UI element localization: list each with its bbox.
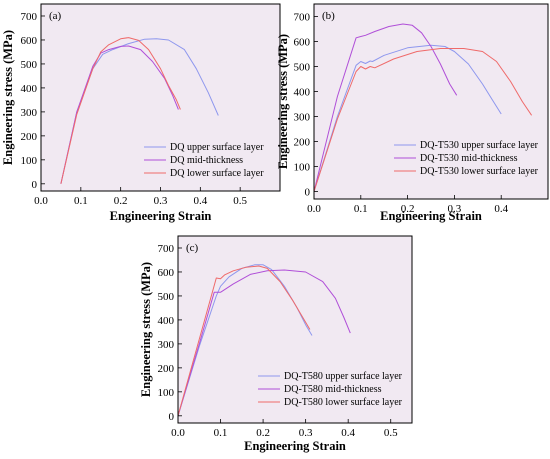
- legend-entry: DQ upper surface layer: [170, 142, 264, 153]
- x-tick-label: 0.0: [171, 427, 185, 439]
- legend-entry: DQ-T530 lower surface layer: [420, 166, 539, 177]
- legend-entry: DQ lower surface layer: [170, 168, 264, 179]
- x-tick-label: 0.5: [233, 195, 247, 207]
- y-tick-label: 0: [32, 179, 38, 191]
- plot-background: [178, 236, 412, 423]
- series-line-1: [313, 44, 502, 192]
- x-tick-label: 0.2: [401, 203, 415, 215]
- x-tick-label: 0.1: [214, 427, 228, 439]
- legend-entry: DQ-T580 mid-thickness: [284, 384, 382, 395]
- legend-entry: DQ-T530 upper surface layer: [420, 140, 539, 151]
- x-tick-label: 0.4: [193, 195, 207, 207]
- legend-entry: DQ-T580 upper surface layer: [284, 371, 403, 382]
- y-tick-label: 700: [158, 243, 175, 255]
- y-axis-label: Engineering stress (MPa): [1, 30, 15, 165]
- y-axis-label: Engineering stress (MPa): [276, 34, 290, 169]
- plot-background: [41, 4, 280, 191]
- y-tick-label: 500: [158, 291, 175, 303]
- y-tick-label: 0: [169, 411, 175, 423]
- y-tick-label: 400: [158, 315, 175, 327]
- x-tick-label: 0.3: [154, 195, 168, 207]
- series-line-3: [313, 48, 533, 192]
- series-line-2: [313, 23, 458, 192]
- chart-panel-3: 0.0 0.1 0.2 0.3 0.4 0.5 0 100 200 300 400 500 600 700…: [139, 235, 413, 453]
- x-tick-label: 0.3: [299, 427, 313, 439]
- x-axis-label: Engineering Strain: [244, 439, 346, 453]
- y-tick-label: 400: [294, 87, 311, 99]
- y-tick-label: 500: [21, 59, 38, 71]
- y-tick-label: 100: [294, 162, 311, 174]
- x-tick-label: 0.5: [384, 427, 398, 439]
- x-tick-label: 0.0: [307, 203, 321, 215]
- y-tick-label: 200: [21, 131, 38, 143]
- y-tick-label: 300: [21, 107, 38, 119]
- panel-label: (b): [322, 10, 335, 22]
- x-tick-label: 0.4: [341, 427, 355, 439]
- y-tick-label: 600: [294, 37, 311, 49]
- x-tick-label: 0.2: [256, 427, 270, 439]
- y-tick-label: 0: [305, 187, 311, 199]
- y-tick-label: 300: [294, 112, 311, 124]
- panel-label: (c): [186, 242, 199, 254]
- x-tick-label: 0.4: [494, 203, 508, 215]
- legend-entry: DQ-T580 lower surface layer: [284, 397, 403, 408]
- chart-panel-1: 0.0 0.1 0.2 0.3 0.4 0.5 0 100 200 300 400 500 600 700…: [1, 3, 281, 223]
- y-tick-label: 500: [294, 62, 311, 74]
- plot-frame: [313, 3, 549, 200]
- panel-label: (a): [49, 10, 62, 22]
- series-line-3: [177, 265, 311, 416]
- y-tick-label: 600: [158, 267, 175, 279]
- y-tick-label: 700: [21, 11, 38, 23]
- y-tick-label: 200: [294, 137, 311, 149]
- y-tick-label: 100: [158, 387, 175, 399]
- series-line-3: [60, 37, 181, 184]
- x-axis-label: Engineering Strain: [110, 209, 212, 223]
- series-line-2: [60, 45, 179, 184]
- plot-frame: [177, 235, 413, 424]
- legend-entry: DQ mid-thickness: [170, 155, 243, 166]
- x-axis-label: Engineering Strain: [380, 209, 482, 223]
- series-line-2: [177, 269, 351, 416]
- y-tick-label: 400: [21, 83, 38, 95]
- y-tick-label: 200: [158, 363, 175, 375]
- x-tick-label: 0.0: [34, 195, 48, 207]
- y-axis-label: Engineering stress (MPa): [139, 262, 153, 397]
- x-tick-label: 0.3: [448, 203, 462, 215]
- x-tick-label: 0.2: [114, 195, 128, 207]
- legend-entry: DQ-T530 mid-thickness: [420, 153, 518, 164]
- plot-background: [314, 4, 548, 199]
- y-tick-label: 300: [158, 339, 175, 351]
- y-tick-label: 100: [21, 155, 38, 167]
- x-tick-label: 0.1: [354, 203, 368, 215]
- x-tick-label: 0.1: [74, 195, 88, 207]
- y-tick-label: 700: [294, 12, 311, 24]
- y-tick-label: 600: [21, 35, 38, 47]
- chart-panel-2: 0.0 0.1 0.2 0.3 0.4 0 100 200 300 400 500 600 700 (b)…: [276, 3, 549, 223]
